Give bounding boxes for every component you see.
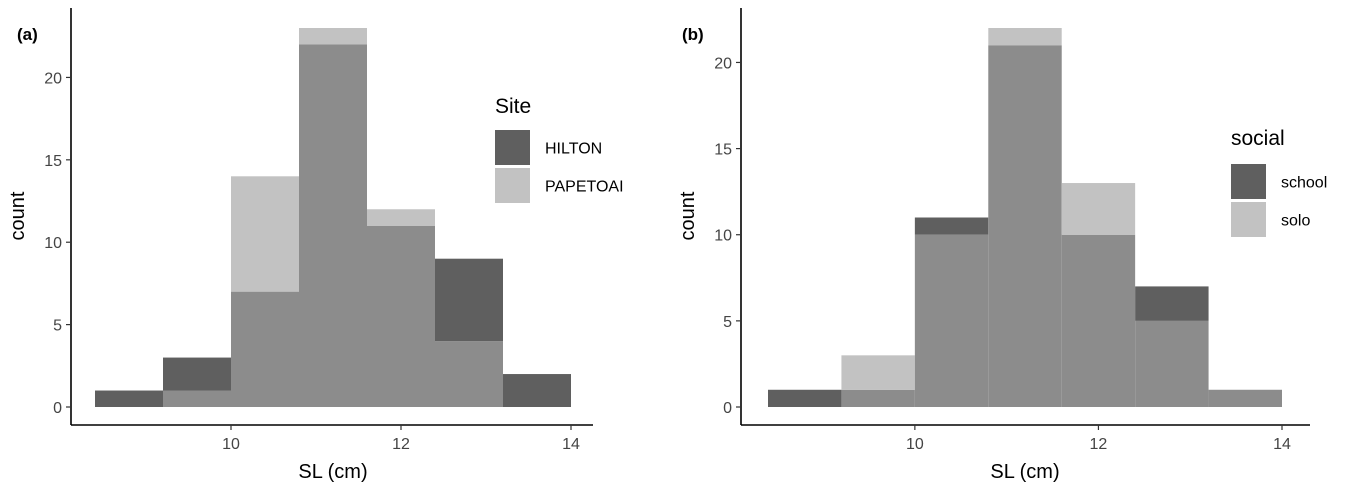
- bar-overlap: [914, 234, 989, 407]
- bar-hilton: [95, 390, 163, 407]
- x-axis-title: SL (cm): [990, 461, 1059, 483]
- bar-overlap: [1135, 320, 1209, 407]
- panel-label: (b): [682, 25, 704, 44]
- bar-school: [768, 389, 842, 407]
- x-tick-label: 10: [222, 436, 240, 453]
- bar-overlap: [841, 389, 915, 407]
- legend: Site HILTON PAPETOAI: [495, 95, 624, 203]
- bar-overlap: [435, 341, 503, 407]
- y-tick-label: 15: [44, 153, 62, 170]
- legend-key-solo: [1231, 202, 1266, 237]
- legend-title: social: [1231, 127, 1285, 150]
- legend-label-solo: solo: [1281, 213, 1310, 230]
- legend-key-papetoai: [495, 168, 530, 203]
- histogram-panel-1: 0 5 10 15 20 10 12 14 SL (cm) count (a) Site HILTON P…: [7, 8, 624, 483]
- y-tick-label: 5: [723, 314, 732, 331]
- legend-key-school: [1231, 164, 1266, 199]
- y-tick-label: 5: [53, 318, 62, 335]
- bar-overlap: [163, 390, 231, 407]
- y-tick-label: 10: [714, 228, 732, 245]
- bar-papetoai: [231, 176, 299, 292]
- bar-overlap: [1061, 234, 1136, 407]
- bar-school: [914, 217, 989, 235]
- x-tick-label: 12: [1090, 436, 1108, 453]
- bar-solo: [1061, 183, 1136, 235]
- histogram-panel-2: 0 5 10 15 20 10 12 14 SL (cm) count (b) social schoo…: [677, 8, 1327, 483]
- legend-title: Site: [495, 95, 531, 118]
- bar-overlap: [231, 291, 299, 407]
- panel-label: (a): [17, 25, 38, 44]
- y-axis-title: count: [677, 191, 699, 240]
- bar-overlap: [1208, 389, 1282, 407]
- bar-hilton: [163, 357, 231, 391]
- y-axis-title: count: [7, 191, 29, 240]
- x-axis-title: SL (cm): [298, 461, 367, 483]
- y-tick-label: 20: [714, 55, 732, 72]
- legend-key-hilton: [495, 130, 530, 165]
- bar-overlap: [988, 45, 1062, 408]
- legend-label-papetoai: PAPETOAI: [545, 179, 624, 196]
- x-tick-label: 14: [562, 436, 580, 453]
- y-tick-label: 10: [44, 235, 62, 252]
- bar-hilton: [435, 258, 503, 342]
- x-tick-label: 12: [392, 436, 410, 453]
- bar-papetoai: [367, 209, 435, 226]
- y-tick-label: 20: [44, 70, 62, 87]
- x-tick-label: 14: [1273, 436, 1291, 453]
- bar-solo: [988, 28, 1062, 46]
- bar-solo: [841, 355, 915, 390]
- y-tick-label: 0: [723, 400, 732, 417]
- legend-label-school: school: [1281, 175, 1327, 192]
- legend-label-hilton: HILTON: [545, 141, 602, 158]
- bar-overlap: [367, 225, 435, 407]
- bar-papetoai: [299, 28, 367, 45]
- bar-overlap: [299, 44, 367, 407]
- x-tick-label: 10: [906, 436, 924, 453]
- y-tick-label: 0: [53, 400, 62, 417]
- y-tick-label: 15: [714, 142, 732, 159]
- bar-school: [1135, 286, 1209, 321]
- bar-hilton: [503, 374, 571, 407]
- legend: social school solo: [1231, 127, 1327, 237]
